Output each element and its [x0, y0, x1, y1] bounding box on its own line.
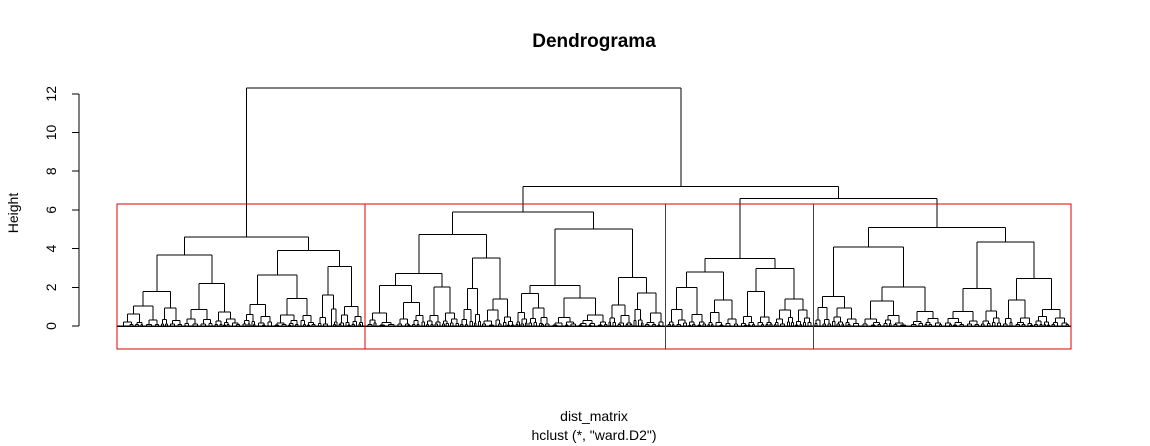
y-tick-label: 8 — [43, 167, 59, 175]
dendrogram-tree — [117, 87, 1071, 327]
y-tick-label: 4 — [43, 244, 59, 252]
cluster-rect — [665, 203, 814, 350]
cluster-rect — [812, 203, 1072, 350]
chart-title: Dendrograma — [532, 31, 656, 52]
y-axis-label: Height — [5, 193, 21, 234]
y-tick-label: 6 — [43, 206, 59, 214]
y-tick-label: 12 — [43, 86, 59, 102]
x-axis-sublabel: hclust (*, "ward.D2") — [531, 427, 656, 443]
cluster-rect — [364, 203, 667, 350]
x-axis-label: dist_matrix — [560, 408, 628, 424]
y-tick-label: 0 — [43, 322, 59, 330]
cluster-rectangles — [116, 203, 1072, 350]
y-tick-label: 10 — [43, 125, 59, 141]
y-tick-label: 2 — [43, 283, 59, 291]
y-axis: 0 2 4 6 8 10 12 — [43, 86, 80, 330]
